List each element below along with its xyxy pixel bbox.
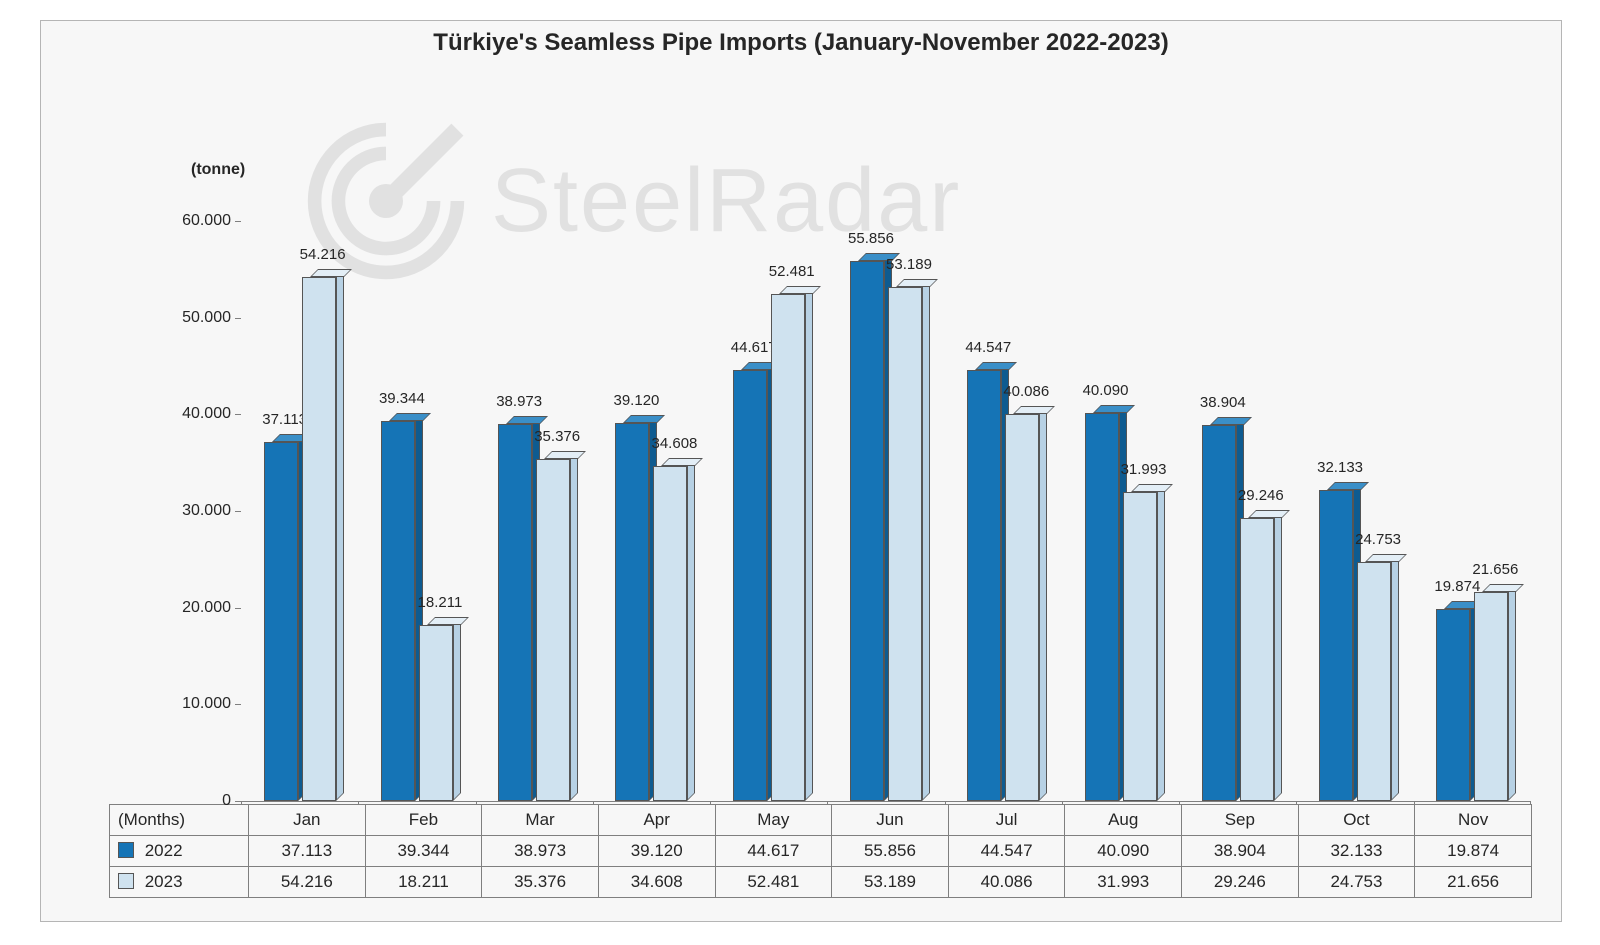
bar-value-label: 52.481	[752, 263, 832, 280]
bar	[419, 625, 453, 801]
month-cell: May	[715, 805, 832, 836]
bar	[264, 442, 298, 801]
value-cell: 44.547	[948, 836, 1065, 867]
bar	[1474, 592, 1508, 801]
bar	[733, 370, 767, 801]
bar	[615, 423, 649, 801]
bar-value-label: 38.904	[1183, 394, 1263, 411]
data-table: (Months)JanFebMarAprMayJunJulAugSepOctNo…	[109, 804, 1532, 898]
bar-value-label: 31.993	[1104, 461, 1184, 478]
chart-title: Türkiye's Seamless Pipe Imports (January…	[41, 29, 1561, 57]
month-cell: Mar	[482, 805, 599, 836]
value-cell: 40.086	[948, 867, 1065, 898]
month-cell: Jun	[832, 805, 949, 836]
y-tick-label: 20.000	[131, 599, 231, 617]
bar	[1202, 425, 1236, 801]
bar	[850, 261, 884, 801]
month-cell: Feb	[365, 805, 482, 836]
plot-area: 37.11354.21639.34418.21138.97335.37639.1…	[241, 221, 1531, 802]
value-cell: 32.133	[1298, 836, 1415, 867]
bar	[1005, 414, 1039, 801]
bar-value-label: 18.211	[400, 594, 480, 611]
bar	[1240, 518, 1274, 801]
value-cell: 31.993	[1065, 867, 1182, 898]
y-tick-label: 50.000	[131, 309, 231, 327]
month-cell: Nov	[1415, 805, 1532, 836]
bar	[1123, 492, 1157, 801]
value-cell: 24.753	[1298, 867, 1415, 898]
y-tick-label: 40.000	[131, 405, 231, 423]
legend-swatch-icon	[118, 842, 134, 858]
chart-panel: Türkiye's Seamless Pipe Imports (January…	[40, 20, 1562, 922]
value-cell: 38.904	[1182, 836, 1299, 867]
value-cell: 34.608	[598, 867, 715, 898]
month-cell: Sep	[1182, 805, 1299, 836]
bar-value-label: 38.973	[479, 393, 559, 410]
value-cell: 37.113	[249, 836, 366, 867]
unit-label: (tonne)	[191, 161, 245, 179]
value-cell: 55.856	[832, 836, 949, 867]
bar-value-label: 21.656	[1455, 561, 1535, 578]
bar-value-label: 40.090	[1066, 382, 1146, 399]
month-cell: Aug	[1065, 805, 1182, 836]
series-header: 2023	[110, 867, 249, 898]
value-cell: 44.617	[715, 836, 832, 867]
value-cell: 53.189	[832, 867, 949, 898]
bar	[967, 370, 1001, 801]
bar	[888, 287, 922, 801]
bar-value-label: 55.856	[831, 230, 911, 247]
bar-value-label: 39.344	[362, 390, 442, 407]
bar	[1436, 609, 1470, 801]
value-cell: 40.090	[1065, 836, 1182, 867]
bar	[771, 294, 805, 801]
legend-swatch-icon	[118, 873, 134, 889]
value-cell: 29.246	[1182, 867, 1299, 898]
bar-value-label: 39.120	[596, 392, 676, 409]
bar-value-label: 35.376	[517, 428, 597, 445]
bar	[1357, 562, 1391, 801]
month-cell: Jan	[249, 805, 366, 836]
bar-value-label: 24.753	[1338, 531, 1418, 548]
value-cell: 39.120	[598, 836, 715, 867]
bar	[302, 277, 336, 801]
value-cell: 18.211	[365, 867, 482, 898]
y-tick-label: 30.000	[131, 502, 231, 520]
value-cell: 39.344	[365, 836, 482, 867]
bar-value-label: 44.547	[948, 339, 1028, 356]
bar-value-label: 34.608	[634, 435, 714, 452]
series-header: 2022	[110, 836, 249, 867]
value-cell: 19.874	[1415, 836, 1532, 867]
bar	[536, 459, 570, 801]
value-cell: 35.376	[482, 867, 599, 898]
y-tick-label: 0	[131, 792, 231, 810]
value-cell: 52.481	[715, 867, 832, 898]
y-tick-label: 10.000	[131, 695, 231, 713]
value-cell: 38.973	[482, 836, 599, 867]
bar-value-label: 54.216	[283, 246, 363, 263]
month-cell: Oct	[1298, 805, 1415, 836]
bar	[498, 424, 532, 801]
y-tick-label: 60.000	[131, 212, 231, 230]
value-cell: 21.656	[1415, 867, 1532, 898]
bar-value-label: 29.246	[1221, 487, 1301, 504]
bar-value-label: 32.133	[1300, 459, 1380, 476]
bar-value-label: 53.189	[869, 256, 949, 273]
bar	[653, 466, 687, 801]
bar-value-label: 40.086	[986, 383, 1066, 400]
month-cell: Apr	[598, 805, 715, 836]
value-cell: 54.216	[249, 867, 366, 898]
month-cell: Jul	[948, 805, 1065, 836]
